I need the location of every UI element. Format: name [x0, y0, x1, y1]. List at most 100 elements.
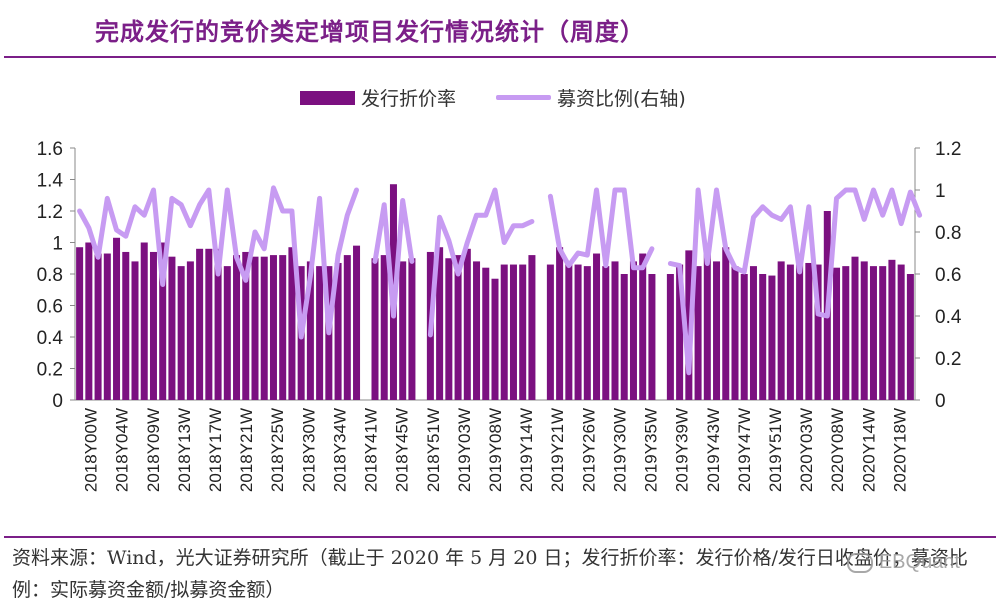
discount-bar	[509, 264, 517, 400]
discount-bar	[260, 256, 268, 400]
discount-bar	[731, 266, 739, 400]
discount-bar	[722, 247, 730, 400]
x-tick-label: 2019Y39W	[673, 408, 692, 492]
discount-bar	[556, 247, 564, 400]
chart-plot: 0 0.2 0.4 0.6 0.8 1 1.2 1.4 1.6 0 0.2 0.4 0.6 0.8 1 1.2…	[37, 139, 962, 492]
discount-bar	[343, 255, 351, 400]
discount-bar	[94, 253, 102, 400]
discount-bar	[436, 247, 444, 400]
discount-bar	[353, 245, 361, 400]
discount-bar	[666, 274, 674, 400]
discount-bar	[196, 248, 204, 400]
x-tick-label: 2019Y30W	[610, 408, 629, 492]
right-tick-label: 1	[935, 181, 946, 202]
x-tick-label: 2020Y18W	[890, 408, 909, 492]
discount-bar	[445, 258, 453, 400]
legend-bar-swatch	[300, 90, 355, 105]
legend-line-label: 募资比例(右轴)	[557, 88, 686, 110]
left-tick-label: 1.6	[37, 139, 63, 160]
discount-bar	[546, 264, 554, 400]
discount-bar	[482, 267, 490, 400]
discount-bar	[676, 264, 684, 400]
discount-bar	[454, 255, 462, 400]
right-tick-label: 0.8	[935, 223, 961, 244]
discount-bar	[380, 255, 388, 400]
right-tick-label: 0	[935, 391, 946, 412]
ratio-line	[77, 185, 923, 376]
discount-bar	[334, 262, 342, 400]
discount-bar	[768, 275, 776, 400]
discount-bar	[759, 274, 767, 400]
left-tick-label: 1	[52, 234, 63, 255]
discount-bar	[583, 266, 591, 400]
discount-bar	[897, 264, 905, 400]
discount-bar	[371, 258, 379, 400]
discount-bar	[565, 261, 573, 400]
discount-bar	[306, 261, 314, 400]
x-tick-label: 2018Y13W	[175, 408, 194, 492]
right-tick-label: 1.2	[935, 139, 961, 160]
x-tick-label: 2018Y34W	[330, 408, 349, 492]
discount-bar	[177, 266, 185, 400]
discount-bar	[620, 274, 628, 400]
discount-bar	[463, 248, 471, 400]
discount-bar	[528, 255, 536, 400]
left-tick-label: 0.4	[37, 328, 64, 349]
right-tick-label: 0.6	[935, 265, 961, 286]
right-tick-label: 0.2	[935, 349, 961, 370]
x-tick-label: 2018Y00W	[82, 408, 101, 492]
discount-bar	[491, 278, 499, 400]
left-tick-label: 0.6	[37, 297, 63, 318]
discount-bar	[574, 264, 582, 400]
discount-bar	[833, 267, 841, 400]
discount-bar	[602, 266, 610, 400]
watermark-text: EBQuant	[878, 551, 960, 573]
x-tick-label: 2020Y14W	[859, 408, 878, 492]
x-tick-label: 2019Y26W	[579, 408, 598, 492]
discount-bar	[399, 261, 407, 400]
x-tick-label: 2018Y51W	[424, 408, 443, 492]
discount-bar	[140, 242, 148, 400]
left-tick-label: 1.2	[37, 202, 63, 223]
discount-bar	[611, 261, 619, 400]
discount-bar	[906, 274, 914, 400]
x-tick-label: 2019Y21W	[548, 408, 567, 492]
x-tick-label: 2018Y17W	[206, 408, 225, 492]
discount-bar	[500, 264, 508, 400]
discount-bar	[703, 253, 711, 400]
legend-bar-label: 发行折价率	[361, 88, 457, 110]
x-tick-label: 2019Y47W	[735, 408, 754, 492]
discount-bar	[122, 251, 130, 400]
discount-bar	[214, 248, 222, 400]
discount-bar	[408, 258, 416, 400]
footer-divider	[4, 536, 996, 538]
discount-bar	[473, 261, 481, 400]
right-tick-label: 0.4	[935, 307, 962, 328]
x-tick-label: 2018Y41W	[362, 408, 381, 492]
discount-bar	[805, 262, 813, 400]
discount-bar	[85, 242, 93, 400]
discount-bar	[869, 266, 877, 400]
discount-bar	[76, 247, 84, 400]
discount-bar	[223, 266, 231, 400]
discount-bar	[639, 253, 647, 400]
x-tick-label: 2018Y04W	[113, 408, 132, 492]
discount-bar	[113, 237, 121, 400]
discount-bar	[786, 264, 794, 400]
discount-bar	[159, 242, 167, 400]
discount-bar	[131, 261, 139, 400]
discount-bar	[648, 274, 656, 400]
x-tick-label: 2018Y25W	[268, 408, 287, 492]
discount-bar	[879, 266, 887, 400]
left-tick-label: 1.4	[37, 171, 64, 192]
discount-bar	[269, 255, 277, 400]
discount-bar	[279, 255, 287, 400]
x-tick-label: 2020Y03W	[797, 408, 816, 492]
discount-bar	[593, 253, 601, 400]
x-tick-label: 2019Y43W	[704, 408, 723, 492]
x-tick-label: 2018Y09W	[144, 408, 163, 492]
discount-bar	[749, 266, 757, 400]
discount-bar	[103, 253, 111, 400]
left-tick-label: 0.2	[37, 360, 63, 381]
discount-bar	[519, 264, 527, 400]
